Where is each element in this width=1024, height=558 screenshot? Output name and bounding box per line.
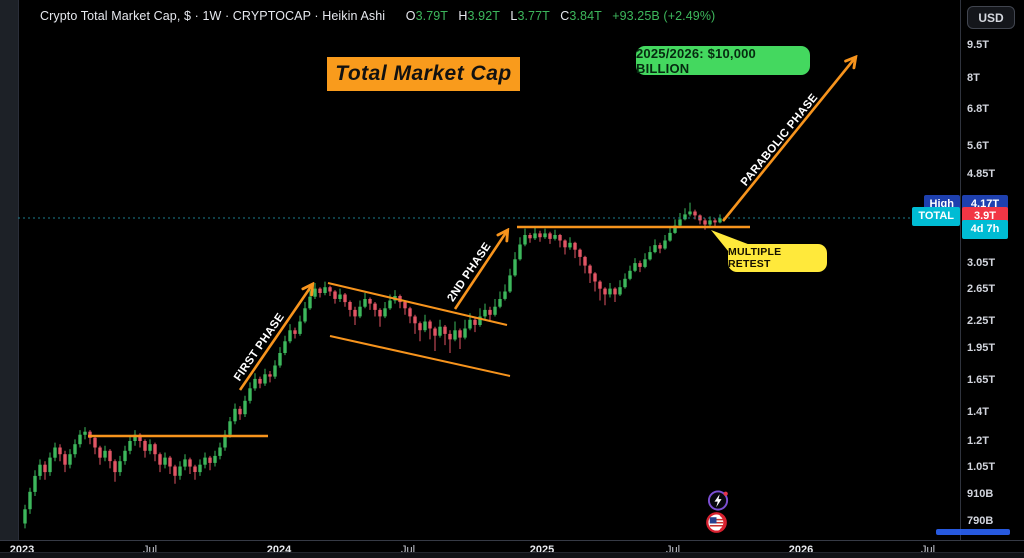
price-axis[interactable]: 9.5T 8T 6.8T 5.6T 4.85T 3.05T 2.65T 2.25T 1.95T 1… <box>961 0 1024 540</box>
price-tick: 2.25T <box>967 314 996 327</box>
price-tick: 1.2T <box>967 435 990 447</box>
change-value: +93.25B (+2.49%) <box>612 9 716 23</box>
parabolic-phase-label[interactable]: PARABOLIC PHASE <box>739 92 821 189</box>
bar-countdown-badge: 4d 7h <box>962 220 1008 240</box>
heikin-ashi-candles <box>23 202 722 529</box>
target-label[interactable]: 2025/2026: $10,000 BILLION <box>636 46 810 76</box>
retest-callout[interactable]: MULTIPLE RETEST <box>728 244 827 272</box>
price-tick: 910B <box>967 487 994 500</box>
chart-legend[interactable]: Crypto Total Market Cap, $ · 1W · CRYPTO… <box>40 9 715 23</box>
channel-bottom-line[interactable] <box>329 335 511 377</box>
price-tick: 4.85T <box>967 167 996 180</box>
lightning-icon[interactable] <box>707 489 730 512</box>
first-phase-arrow[interactable] <box>238 285 312 391</box>
low-label: L <box>510 9 518 23</box>
price-tick: 8T <box>967 71 980 84</box>
open-label: O <box>405 9 416 23</box>
price-axis-separator <box>960 0 961 540</box>
price-tick: 790B <box>967 515 994 527</box>
first-phase-label[interactable]: FIRST PHASE <box>232 311 287 383</box>
close-label: C <box>560 9 570 23</box>
bottom-edge <box>0 552 1024 558</box>
usd-flag-icon[interactable] <box>705 511 728 534</box>
open-value: 3.79T <box>415 9 448 23</box>
price-tick: 1.95T <box>967 342 996 355</box>
left-toolbar-strip[interactable] <box>0 0 19 540</box>
high-label: H <box>458 9 468 23</box>
symbol-title[interactable]: Crypto Total Market Cap, $ · 1W · CRYPTO… <box>40 9 386 23</box>
price-tick: 1.05T <box>967 460 996 473</box>
total-series-label: TOTAL <box>912 207 960 227</box>
currency-toggle-button[interactable]: USD <box>967 6 1015 29</box>
price-tick: 1.4T <box>967 405 990 418</box>
price-tick: 2.65T <box>967 283 996 296</box>
title-label[interactable]: Total Market Cap <box>327 57 520 91</box>
low-value: 3.77T <box>517 9 550 23</box>
second-phase-label[interactable]: 2ND PHASE <box>445 241 493 305</box>
close-value: 3.84T <box>569 9 602 23</box>
price-tick: 3.05T <box>967 256 996 269</box>
ohlc-readout: O3.79T H3.92T L3.77T C3.84T +93.25B (+2.… <box>399 9 716 23</box>
price-tick: 6.8T <box>967 103 990 115</box>
high-value: 3.92T <box>467 9 500 23</box>
parabolic-phase-arrow[interactable] <box>721 58 855 222</box>
price-tick: 9.5T <box>967 39 990 51</box>
price-tick: 5.6T <box>967 140 990 153</box>
second-phase-arrow[interactable] <box>453 231 507 310</box>
scroll-position-indicator[interactable] <box>936 529 1010 535</box>
channel-top-line[interactable] <box>327 282 508 326</box>
price-tick: 1.65T <box>967 374 996 386</box>
